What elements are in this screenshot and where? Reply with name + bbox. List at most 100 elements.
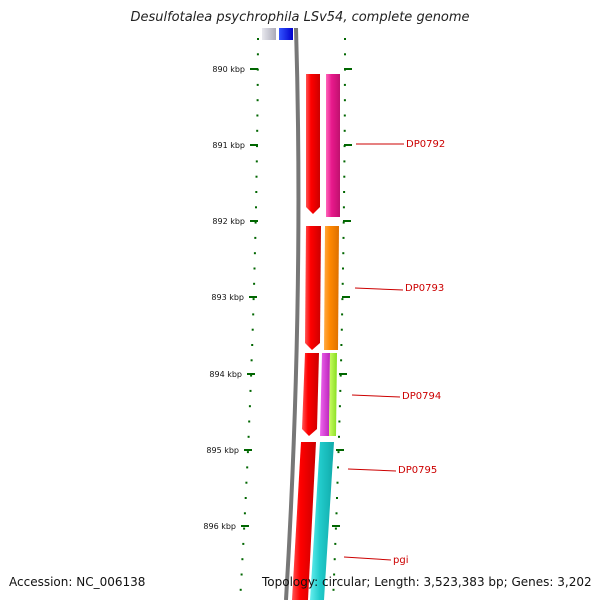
kbp-tick-left: [250, 68, 258, 70]
ruler-dots-left: [239, 38, 259, 591]
ruler-dot: [256, 129, 259, 132]
gene-label-dp0794: DP0794: [402, 391, 441, 402]
ruler-dot: [250, 374, 253, 377]
map-title: Desulfotalea psychrophila LSv54, complet…: [130, 10, 470, 25]
ruler-dot: [344, 38, 346, 40]
feature-top-grey: [262, 28, 276, 40]
kbp-tick-label: 896 kbp: [203, 522, 236, 531]
ruler-dot: [338, 435, 340, 438]
gene-bar-dp0793: [324, 226, 339, 350]
leader-dp0795: [347, 468, 397, 472]
ruler-dot: [337, 451, 340, 454]
ruler-dot: [342, 236, 345, 239]
ruler-dot: [335, 512, 338, 515]
ruler-dot: [338, 420, 341, 423]
ruler-dot: [241, 558, 244, 561]
ruler-dot: [343, 160, 346, 163]
ruler-dot: [246, 466, 249, 469]
ruler-dot: [240, 573, 243, 576]
ruler-dot: [243, 527, 246, 530]
ruler-dot: [340, 359, 343, 362]
ruler-dot: [343, 114, 346, 117]
ruler-dot: [341, 313, 344, 316]
ruler-dot: [256, 145, 258, 148]
ruler-dot: [336, 481, 339, 484]
ruler-dot: [248, 420, 251, 423]
ruler-dot: [245, 481, 248, 484]
ruler-dot: [255, 175, 258, 178]
ruler-dot: [343, 83, 346, 86]
ruler-dot: [338, 405, 341, 408]
leader-dp0794: [351, 394, 401, 398]
ruler-dot: [257, 38, 259, 40]
kbp-tick-label: 890 kbp: [212, 65, 245, 74]
ruler-dot: [342, 267, 344, 270]
ruler-dot: [251, 344, 254, 346]
ruler-dot: [255, 191, 258, 193]
cds-arrow-2: [305, 226, 321, 350]
cds-arrow-1: [306, 74, 320, 214]
ruler-dot: [244, 497, 247, 499]
ruler-dot: [243, 512, 246, 515]
kbp-tick-right: [342, 296, 350, 298]
ruler-dot: [252, 298, 255, 301]
ruler-dot: [254, 236, 257, 239]
kbp-tick-right: [336, 449, 344, 451]
gene-bar-dp0794-b: [329, 353, 337, 436]
ruler-dot: [343, 175, 346, 178]
ruler-dot: [254, 221, 257, 224]
genome-backbone: [284, 27, 301, 600]
kbp-tick-left: [247, 373, 255, 375]
kbp-tick-right: [339, 373, 347, 375]
ruler-dot: [255, 160, 258, 163]
ruler-dot: [343, 129, 346, 132]
ruler-dot: [253, 267, 256, 270]
ruler-dot: [339, 374, 342, 377]
gene-bar-dp0792: [326, 74, 340, 217]
ruler-dot: [242, 542, 245, 545]
ruler-dot: [343, 191, 346, 193]
ruler-dot: [248, 405, 251, 408]
ruler-dot: [343, 99, 346, 102]
ruler-dot: [255, 206, 257, 209]
ruler-dot: [252, 313, 255, 316]
ruler-dot: [340, 328, 343, 331]
kbp-tick-left: [244, 449, 252, 451]
gene-label-dp0793: DP0793: [405, 283, 444, 294]
ruler-dot: [341, 298, 344, 301]
ruler-dot: [341, 282, 344, 285]
ruler-dot: [336, 497, 338, 499]
kbp-tick-label: 892 kbp: [212, 217, 245, 226]
kbp-tick-right: [344, 144, 352, 146]
ruler-dot: [334, 542, 337, 545]
kbp-tick-label: 893 kbp: [211, 293, 244, 302]
ruler-dot: [250, 359, 253, 362]
ruler-dot: [253, 252, 256, 255]
gene-bar-dp0794: [320, 353, 330, 436]
kbp-tick-left: [250, 220, 258, 222]
gene-label-dp0792: DP0792: [406, 139, 445, 150]
kbp-tick-label: 891 kbp: [212, 141, 245, 150]
kbp-tick-right: [343, 220, 351, 222]
ruler-dot: [339, 389, 342, 392]
ruler-dot: [333, 558, 336, 561]
leader-pgi: [343, 556, 392, 561]
gene-label-dp0795: DP0795: [398, 465, 437, 476]
ruler-dot: [239, 588, 242, 591]
ruler-dot: [253, 282, 256, 285]
ruler-dot: [342, 252, 345, 255]
cds-arrow-4: [292, 442, 316, 600]
kbp-tick-left: [249, 296, 257, 298]
ruler-dot: [256, 53, 259, 56]
gene-bar-dp0795: [310, 442, 334, 600]
ruler-dot: [342, 221, 345, 224]
ruler-dot: [251, 328, 254, 331]
kbp-axis: 890 kbp 891 kbp 892 kbp 893 kbp 894 kbp 895 k…: [203, 65, 352, 531]
ruler-dot: [246, 451, 249, 454]
ruler-dot: [344, 53, 346, 56]
cds-arrow-3: [302, 353, 319, 436]
ruler-dot: [342, 206, 345, 209]
feature-top-blue: [279, 28, 293, 40]
ruler-dot: [340, 344, 343, 346]
ruler-dot: [334, 527, 337, 530]
